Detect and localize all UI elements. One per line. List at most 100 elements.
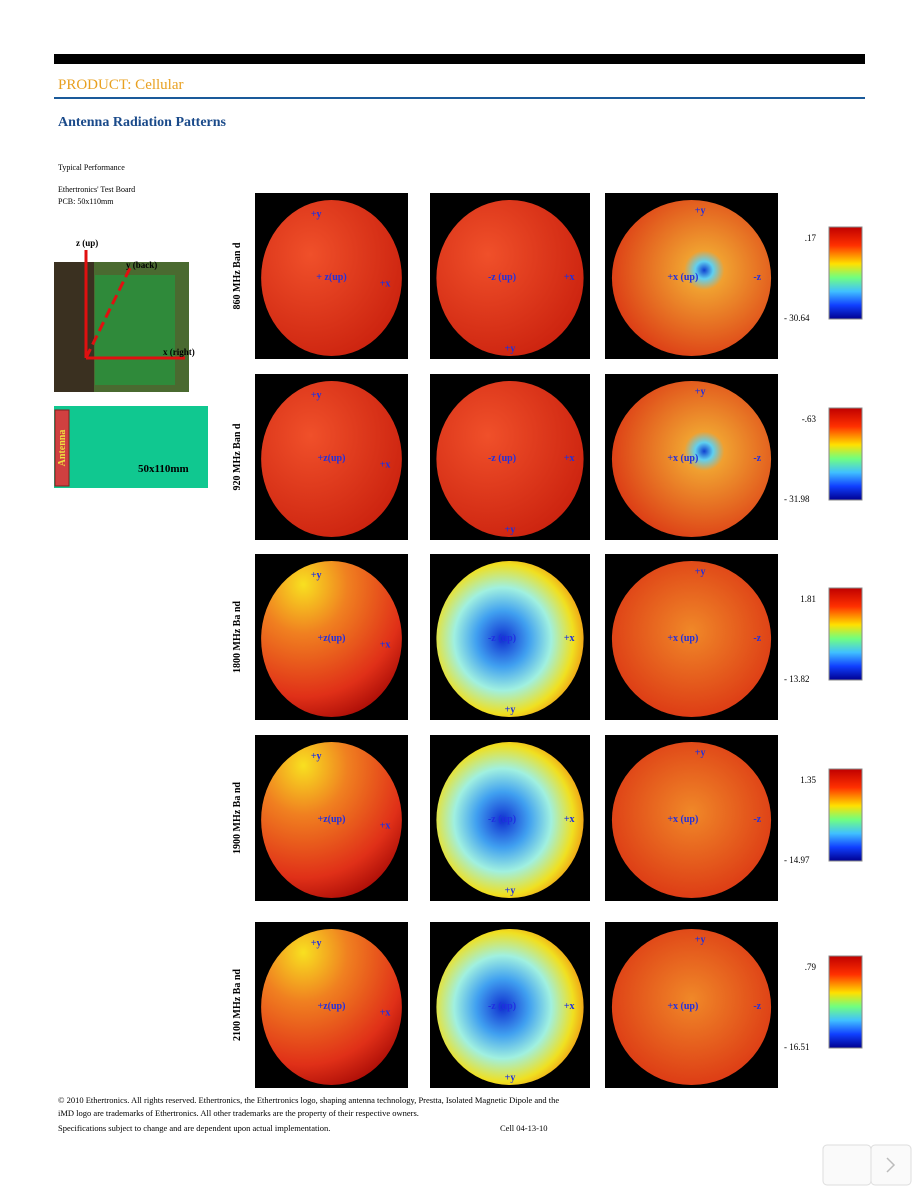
pattern-axis: +y [695,206,706,217]
pattern-axis: +x (up) [667,1001,698,1012]
pattern-axis: +x [380,821,391,832]
pattern-axis: +x [564,272,575,283]
pattern-axis: +x (up) [667,453,698,464]
scale-min: - 31.98 [784,494,810,504]
pattern-axis: -z [753,453,761,464]
pattern-axis: +y [311,938,322,949]
band-label: 1800 MHz Ba nd [232,601,243,673]
scale-max: .79 [805,962,817,972]
color-scale [828,407,863,501]
pattern-axis: -z (up) [488,1001,516,1012]
intro-line: Ethertronics' Test Board [58,185,135,194]
pattern [436,741,584,899]
pattern-axis: -z (up) [488,633,516,644]
pattern-axis: -z [753,272,761,283]
pattern-axis: +y [311,570,322,581]
pattern-axis: +z(up) [318,1001,346,1012]
footer-line: iMD logo are trademarks of Ethertronics.… [58,1108,419,1118]
pattern-axis: +z(up) [318,633,346,644]
pattern [261,928,402,1086]
pattern [436,560,584,718]
pattern-axis: +y [695,567,706,578]
footer-line: © 2010 Ethertronics. All rights reserved… [58,1095,559,1105]
intro-line: Typical Performance [58,163,125,172]
next-button[interactable] [870,1144,912,1186]
pattern-axis: -z (up) [488,814,516,825]
pattern-axis: +x [380,279,391,290]
axis-label: y (back) [126,260,157,270]
antenna-label: Antenna [57,430,68,467]
pattern [436,928,584,1086]
pattern-axis: +y [695,387,706,398]
board-size: 50x110mm [138,463,189,475]
pattern [611,560,772,718]
pattern [611,380,772,538]
footer-line: Specifications subject to change and are… [58,1123,330,1133]
scale-min: - 30.64 [784,313,810,323]
axis-label: x (right) [163,347,195,357]
pattern-axis: +x (up) [667,633,698,644]
product: PRODUCT: Cellular [58,77,184,93]
pattern-axis: +y [695,748,706,759]
pattern-axis: -z (up) [488,272,516,283]
pattern-axis: +y [505,524,516,535]
board-photo: z (up) y (back) x (right) [54,238,195,392]
pattern-axis: -z [753,1001,761,1012]
pattern [261,560,402,718]
pattern-axis: +y [505,704,516,715]
top-rule [54,54,865,64]
pattern-axis: +z(up) [318,814,346,825]
scale-max: 1.81 [800,594,816,604]
pattern [611,199,772,357]
color-scale [828,587,863,681]
pattern [261,199,402,357]
scale-min: - 13.82 [784,674,810,684]
band-label: 2100 MHz Ba nd [232,969,243,1041]
viewer-logo[interactable] [822,1144,872,1186]
pattern-axis: +x [380,460,391,471]
pattern-axis: +z(up) [318,453,346,464]
pattern [436,380,584,538]
section-title: Antenna Radiation Patterns [58,115,227,130]
pattern-axis: +x [564,814,575,825]
pattern-axis: +x (up) [667,272,698,283]
pattern-axis: +y [311,751,322,762]
pattern [261,380,402,538]
pattern-axis: +y [695,935,706,946]
axis-label: z (up) [76,238,98,248]
next-icon [886,1157,896,1173]
pattern-axis: +y [311,209,322,220]
color-scale [828,226,863,320]
pattern-axis: -z [753,633,761,644]
band-label: 920 MHz Ban d [232,423,243,490]
pattern-axis: +x (up) [667,814,698,825]
intro-line: PCB: 50x110mm [58,197,114,206]
pattern-axis: +x [564,453,575,464]
pattern-axis: +y [505,885,516,896]
pattern [611,928,772,1086]
pattern-axis: +y [311,390,322,401]
scale-max: -.63 [802,414,817,424]
footer-code: Cell 04-13-10 [500,1123,547,1133]
board-diagram: Antenna 50x110mm [54,406,208,488]
pattern [436,199,584,357]
pattern-axis: +x [564,633,575,644]
pattern-axis: +x [564,1001,575,1012]
pattern-axis: +y [505,1072,516,1083]
scale-min: - 14.97 [784,855,810,865]
header-rule [54,97,865,99]
scale-max: .17 [805,233,817,243]
pattern-axis: +x [380,640,391,651]
pattern-axis: -z [753,814,761,825]
color-scale [828,955,863,1049]
scale-max: 1.35 [800,775,816,785]
band-label: 860 MHz Ban d [232,242,243,309]
pattern [261,741,402,899]
pattern-axis: +y [505,343,516,354]
pattern-axis: -z (up) [488,453,516,464]
pattern-axis: + z(up) [316,272,346,283]
scale-min: - 16.51 [784,1042,810,1052]
pattern [611,741,772,899]
color-scale [828,768,863,862]
pattern-axis: +x [380,1008,391,1019]
